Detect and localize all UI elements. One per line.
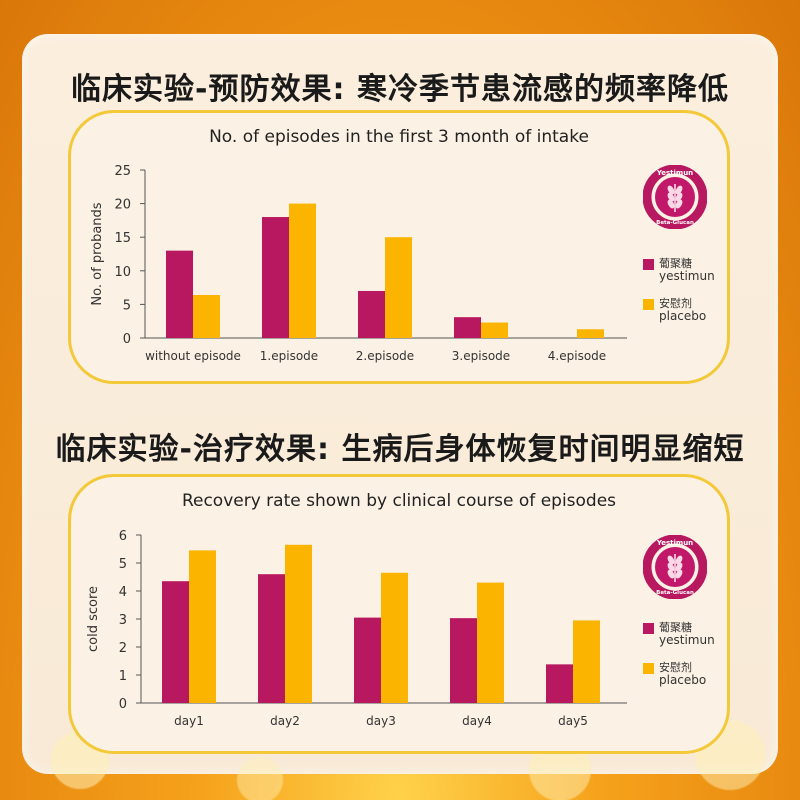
x-tick-label: without episode — [145, 349, 241, 363]
legend-label-cn: 葡聚糖 — [659, 621, 692, 634]
svg-text:Beta-Glucan: Beta-Glucan — [656, 220, 694, 226]
chart-title: No. of episodes in the first 3 month of … — [209, 127, 589, 147]
svg-text:Yestimun: Yestimun — [656, 169, 693, 177]
legend-label-en: yestimun — [659, 269, 715, 283]
prevention-chart-card: No. of episodes in the first 3 month of … — [68, 110, 730, 384]
y-tick-label: 10 — [114, 265, 131, 280]
y-tick-label: 6 — [119, 529, 127, 544]
bar-placebo — [577, 329, 604, 338]
y-axis-label: cold score — [86, 586, 101, 652]
y-tick-label: 20 — [114, 198, 131, 213]
x-tick-label: day4 — [462, 714, 492, 728]
legend-label-cn: 安慰剂 — [659, 661, 692, 674]
svg-text:Beta-Glucan: Beta-Glucan — [656, 590, 694, 596]
legend-label-cn: 安慰剂 — [659, 297, 692, 310]
x-tick-label: 3.episode — [452, 349, 510, 363]
legend-item-yestimun: 葡聚糖 yestimun — [643, 619, 723, 659]
bar-placebo — [289, 203, 316, 338]
treatment-heading: 临床实验-治疗效果: 生病后身体恢复时间明显缩短 — [55, 432, 745, 467]
legend-label-cn: 葡聚糖 — [659, 257, 692, 270]
bar-yestimun — [166, 250, 193, 338]
y-axis-label: No. of probands — [90, 202, 105, 305]
legend-label-en: placebo — [659, 673, 707, 687]
wheat-icon — [667, 184, 683, 212]
y-tick-label: 5 — [123, 298, 131, 313]
legend-label-en: yestimun — [659, 633, 715, 647]
y-tick-label: 0 — [123, 332, 131, 347]
bar-placebo — [193, 294, 220, 338]
legend-item-placebo: 安慰剂 placebo — [643, 295, 723, 335]
y-tick-label: 15 — [114, 231, 131, 246]
y-tick-label: 1 — [119, 669, 127, 684]
treatment-chart-card: Recovery rate shown by clinical course o… — [68, 474, 730, 754]
bar-placebo — [385, 237, 412, 338]
chart-title: Recovery rate shown by clinical course o… — [181, 491, 617, 511]
legend-swatch — [643, 259, 654, 270]
x-tick-label: day5 — [558, 714, 588, 728]
prevention-bar-chart: 0 5 10 15 20 25 No. of probands without episode… — [90, 164, 627, 363]
bar-placebo — [477, 582, 504, 703]
yestimun-logo: Yestimun Beta-Glucan — [642, 164, 708, 230]
legend-label-en: placebo — [659, 309, 707, 323]
y-tick-label: 3 — [119, 613, 127, 628]
x-tick-label: 1.episode — [260, 349, 318, 363]
bar-yestimun — [162, 581, 189, 703]
bar-placebo — [285, 544, 312, 703]
bar-yestimun — [358, 290, 385, 338]
yestimun-logo: Yestimun Beta-Glucan — [642, 534, 708, 600]
svg-text:Yestimun: Yestimun — [656, 539, 693, 547]
bar-yestimun — [450, 618, 477, 703]
legend-swatch — [643, 663, 654, 674]
bar-placebo — [189, 550, 216, 703]
x-tick-label: 4.episode — [548, 349, 606, 363]
x-tick-label: 2.episode — [356, 349, 414, 363]
legend-swatch — [643, 623, 654, 634]
bar-yestimun — [258, 574, 285, 703]
bar-placebo — [481, 322, 508, 338]
prevention-heading: 临床实验-预防效果: 寒冷季节患流感的频率降低 — [71, 72, 729, 107]
x-tick-label: day2 — [270, 714, 300, 728]
legend-swatch — [643, 299, 654, 310]
bar-yestimun — [454, 317, 481, 338]
legend: 葡聚糖 yestimun 安慰剂 placebo — [643, 619, 723, 699]
x-tick-label: day3 — [366, 714, 396, 728]
legend-item-placebo: 安慰剂 placebo — [643, 659, 723, 699]
y-tick-label: 4 — [119, 585, 127, 600]
wheat-icon — [667, 554, 683, 582]
bar-yestimun — [354, 617, 381, 703]
bar-yestimun — [262, 217, 289, 338]
treatment-bar-chart: 0 1 2 3 4 5 6 cold score day1 day2 day3 day4 day5 — [86, 529, 627, 728]
y-tick-label: 25 — [114, 164, 131, 179]
y-tick-label: 0 — [119, 697, 127, 712]
bar-yestimun — [546, 664, 573, 703]
bar-placebo — [573, 620, 600, 703]
bar-placebo — [381, 572, 408, 703]
y-tick-label: 2 — [119, 641, 127, 656]
y-tick-label: 5 — [119, 557, 127, 572]
x-tick-label: day1 — [174, 714, 204, 728]
legend-item-yestimun: 葡聚糖 yestimun — [643, 255, 723, 295]
legend: 葡聚糖 yestimun 安慰剂 placebo — [643, 255, 723, 335]
